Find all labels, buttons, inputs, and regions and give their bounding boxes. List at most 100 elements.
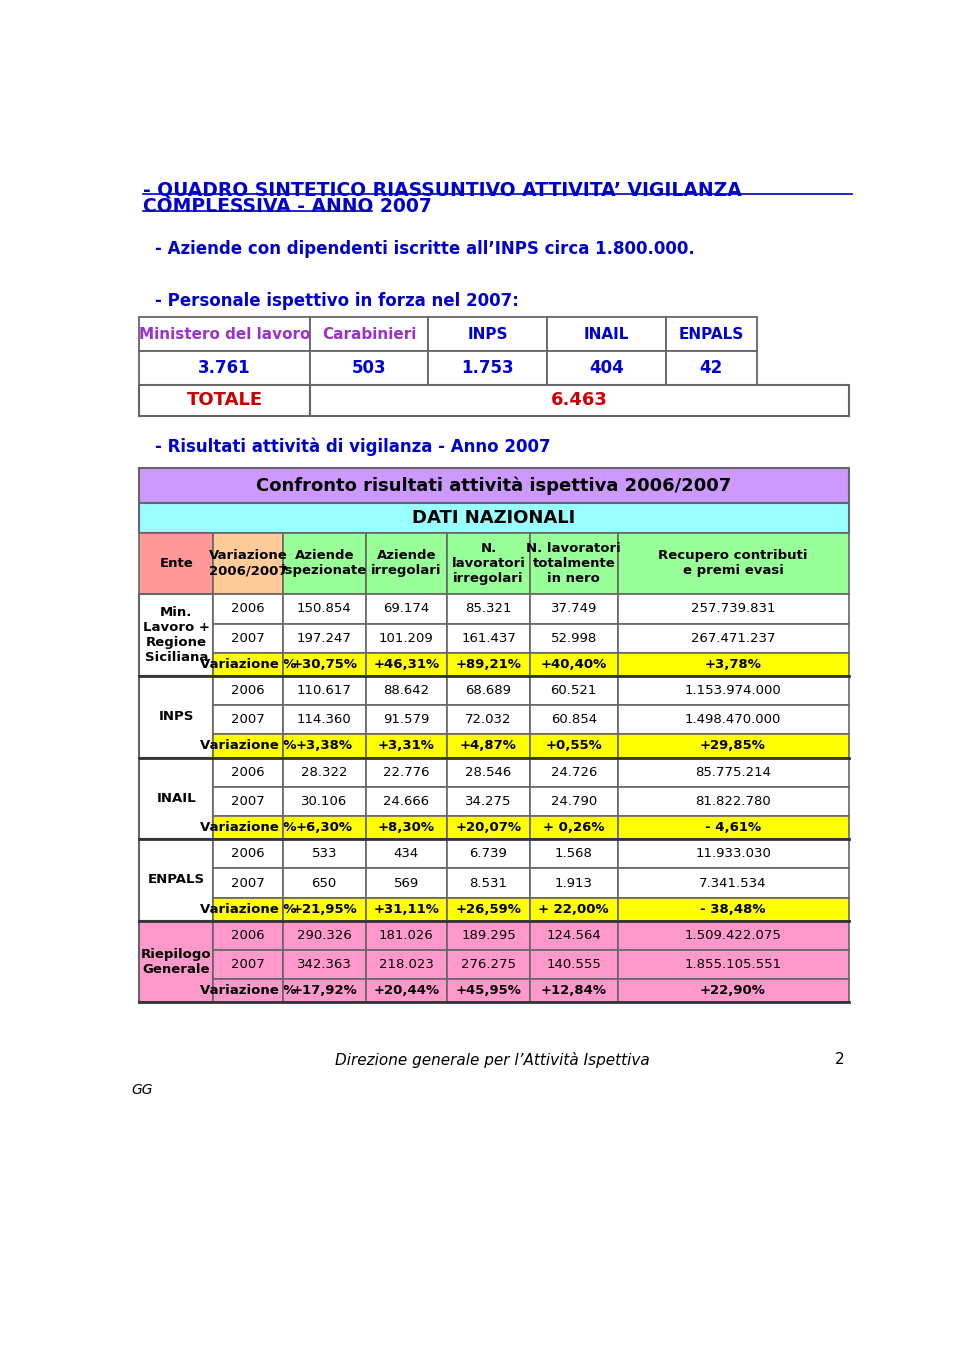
Bar <box>213 868 283 898</box>
Bar <box>283 921 366 950</box>
Bar <box>447 757 530 787</box>
Text: INAIL: INAIL <box>156 792 196 805</box>
Text: - Personale ispettivo in forza nel 2007:: - Personale ispettivo in forza nel 2007: <box>155 292 518 310</box>
Bar <box>213 950 283 980</box>
Text: 150.854: 150.854 <box>297 602 351 616</box>
Bar <box>283 734 366 757</box>
Text: ENPALS: ENPALS <box>679 326 744 341</box>
Bar <box>213 839 283 868</box>
Text: 2007: 2007 <box>231 795 265 807</box>
Text: Variazione %: Variazione % <box>200 739 296 753</box>
Bar <box>447 868 530 898</box>
Bar <box>213 705 283 734</box>
Bar <box>283 594 366 624</box>
Text: - 4,61%: - 4,61% <box>705 821 761 834</box>
Text: 2: 2 <box>835 1052 845 1067</box>
Bar <box>139 757 213 839</box>
Bar <box>530 921 617 950</box>
Text: Variazione %: Variazione % <box>200 658 296 671</box>
Text: 1.498.470.000: 1.498.470.000 <box>684 713 781 726</box>
Text: 161.437: 161.437 <box>461 632 516 644</box>
Bar <box>617 839 849 868</box>
Bar <box>447 921 530 950</box>
Bar <box>447 980 530 1003</box>
Text: +0,55%: +0,55% <box>545 739 602 753</box>
Text: 1.509.422.075: 1.509.422.075 <box>684 930 781 942</box>
Text: +89,21%: +89,21% <box>456 658 521 671</box>
Bar <box>213 533 283 594</box>
Bar <box>139 839 213 921</box>
Bar <box>665 317 757 351</box>
Bar <box>366 533 447 594</box>
Bar <box>617 533 849 594</box>
Bar <box>310 385 849 416</box>
Text: 24.726: 24.726 <box>551 765 597 779</box>
Text: 2006: 2006 <box>231 847 265 860</box>
Bar <box>447 594 530 624</box>
Text: 7.341.534: 7.341.534 <box>699 877 767 890</box>
Bar <box>447 533 530 594</box>
Text: 342.363: 342.363 <box>297 958 351 972</box>
Text: Ministero del lavoro: Ministero del lavoro <box>139 326 310 341</box>
Bar <box>530 839 617 868</box>
Bar <box>366 624 447 652</box>
Text: + 22,00%: + 22,00% <box>539 902 609 916</box>
Text: 30.106: 30.106 <box>301 795 348 807</box>
Text: 1.913: 1.913 <box>555 877 592 890</box>
Bar <box>447 898 530 921</box>
Text: 69.174: 69.174 <box>383 602 429 616</box>
Text: +31,11%: +31,11% <box>373 902 440 916</box>
Bar <box>213 594 283 624</box>
Bar <box>139 317 310 351</box>
Text: 24.790: 24.790 <box>551 795 597 807</box>
Text: 42: 42 <box>700 359 723 376</box>
Bar <box>283 839 366 868</box>
Bar <box>447 787 530 815</box>
Bar <box>428 351 547 385</box>
Bar <box>530 675 617 705</box>
Text: +20,44%: +20,44% <box>373 984 440 998</box>
Text: TOTALE: TOTALE <box>186 391 263 409</box>
Text: Aziende
ispezionate: Aziende ispezionate <box>281 549 368 578</box>
Text: 276.275: 276.275 <box>461 958 516 972</box>
Text: 257.739.831: 257.739.831 <box>691 602 776 616</box>
Bar <box>139 351 310 385</box>
Text: 3.761: 3.761 <box>199 359 251 376</box>
Bar <box>283 980 366 1003</box>
Bar <box>139 467 849 503</box>
Bar <box>617 921 849 950</box>
Text: +4,87%: +4,87% <box>460 739 516 753</box>
Bar <box>547 317 665 351</box>
Text: Variazione %: Variazione % <box>200 821 296 834</box>
Text: +45,95%: +45,95% <box>456 984 521 998</box>
Text: +8,30%: +8,30% <box>378 821 435 834</box>
Bar <box>617 652 849 675</box>
Text: 1.568: 1.568 <box>555 847 592 860</box>
Text: - 38,48%: - 38,48% <box>700 902 766 916</box>
Bar <box>366 787 447 815</box>
Text: +40,40%: +40,40% <box>540 658 607 671</box>
Bar <box>213 921 283 950</box>
Text: Carabinieri: Carabinieri <box>322 326 417 341</box>
Bar <box>665 351 757 385</box>
Bar <box>530 705 617 734</box>
Bar <box>617 980 849 1003</box>
Bar <box>530 594 617 624</box>
Text: +17,92%: +17,92% <box>291 984 357 998</box>
Bar <box>283 705 366 734</box>
Text: 110.617: 110.617 <box>297 684 351 697</box>
Bar <box>283 787 366 815</box>
Text: 140.555: 140.555 <box>546 958 601 972</box>
Text: +26,59%: +26,59% <box>456 902 521 916</box>
Bar <box>283 868 366 898</box>
Bar <box>447 652 530 675</box>
Bar <box>447 839 530 868</box>
Bar <box>530 815 617 839</box>
Bar <box>283 950 366 980</box>
Text: 22.776: 22.776 <box>383 765 430 779</box>
Bar <box>530 950 617 980</box>
Text: 2006: 2006 <box>231 684 265 697</box>
Text: DATI NAZIONALI: DATI NAZIONALI <box>412 510 576 527</box>
Text: Variazione %: Variazione % <box>200 984 296 998</box>
Text: 1.855.105.551: 1.855.105.551 <box>684 958 781 972</box>
